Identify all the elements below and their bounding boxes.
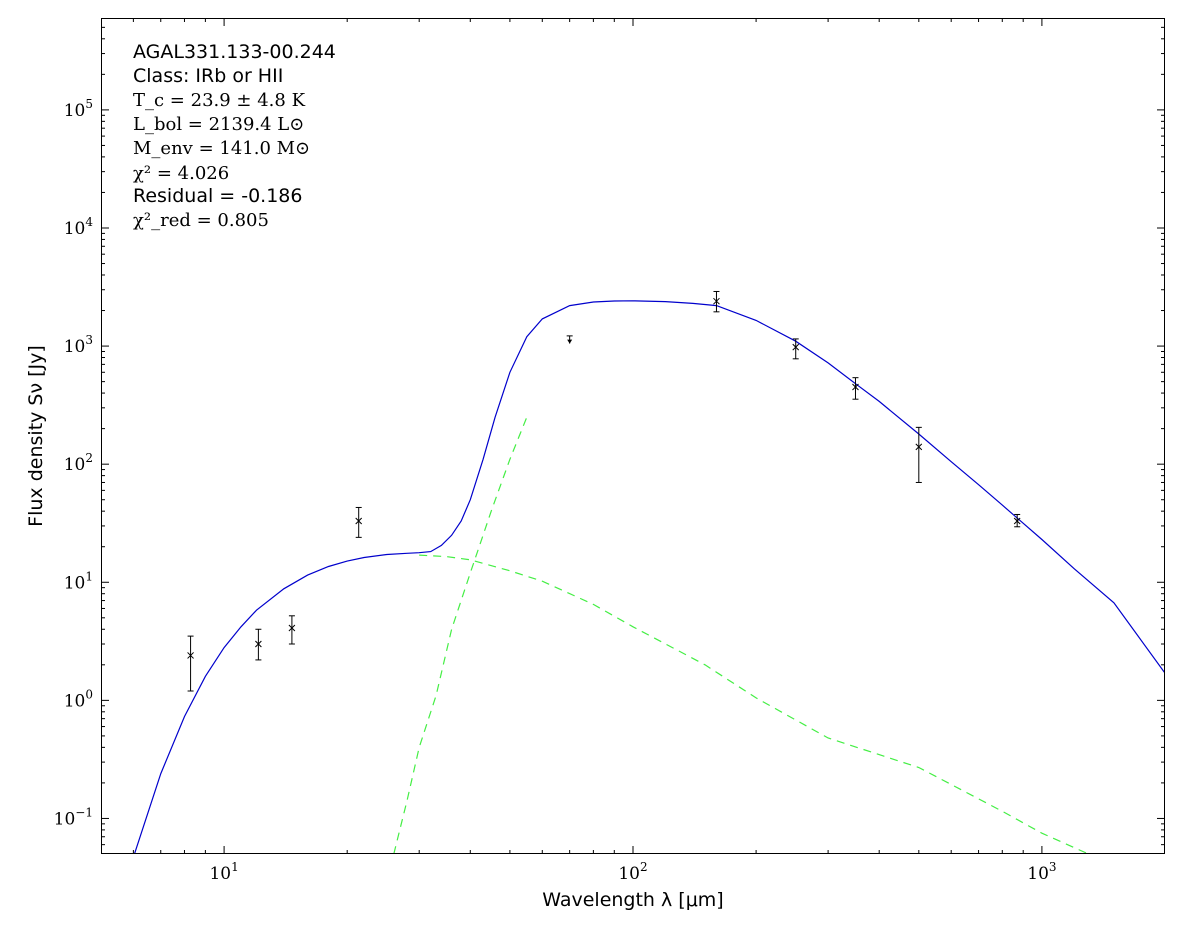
- y-tick-label: 105: [64, 97, 93, 121]
- envelope-mass-annotation: M_env = 141.0 M⊙: [133, 138, 310, 159]
- reduced-chi-squared-annotation: χ²_red = 0.805: [133, 210, 269, 231]
- point-marker: [288, 624, 296, 632]
- data-point: [792, 338, 800, 360]
- y-axis-title: Flux density Sν [Jy]: [25, 345, 47, 527]
- x-tick-label: 101: [209, 860, 238, 884]
- tick-layer: 101 102 103 10−1 100 101 102 103 104 105: [54, 18, 1165, 884]
- point-marker: [792, 343, 800, 351]
- point-marker: [713, 297, 720, 305]
- data-point: [187, 635, 194, 692]
- y-tick-label: 101: [64, 569, 93, 593]
- point-marker: [852, 383, 859, 391]
- x-axis-title: Wavelength λ [μm]: [542, 889, 723, 911]
- y-tick-label: 104: [64, 215, 94, 239]
- data-point: [915, 426, 923, 483]
- model-component-curve: [393, 416, 528, 854]
- point-marker: [355, 517, 363, 525]
- points-layer: [187, 290, 1021, 692]
- upper-limit-arrow: [567, 339, 573, 344]
- plot-background: [101, 18, 1165, 854]
- model-component-curve: [419, 554, 1089, 854]
- data-point: [852, 377, 859, 400]
- data-point: [255, 628, 262, 661]
- luminosity-annotation: L_bol = 2139.4 L⊙: [133, 114, 304, 135]
- plot-frame: [101, 18, 1165, 854]
- class-annotation: Class: IRb or HII: [133, 65, 283, 87]
- y-tick-label: 10−1: [54, 805, 93, 829]
- data-point: [713, 290, 720, 313]
- data-point: [1013, 513, 1021, 528]
- residual-annotation: Residual = -0.186: [133, 185, 303, 207]
- point-marker: [915, 443, 923, 451]
- x-tick-label: 103: [1027, 860, 1056, 884]
- y-tick-label: 100: [64, 687, 93, 711]
- point-marker: [1013, 517, 1021, 525]
- y-tick-label: 102: [64, 451, 93, 475]
- source-name-annotation: AGAL331.133-00.244: [133, 41, 336, 63]
- y-tick-label: 103: [64, 333, 93, 357]
- chi-squared-annotation: χ² = 4.026: [133, 163, 229, 184]
- total-model-curve: [133, 300, 1165, 854]
- x-tick-label: 102: [618, 860, 647, 884]
- data-point: [288, 615, 296, 645]
- point-marker: [187, 652, 194, 659]
- temperature-annotation: T_c = 23.9 ± 4.8 K: [133, 90, 306, 111]
- series-layer: [133, 300, 1165, 854]
- upper-limit-point: [566, 335, 573, 344]
- data-point: [355, 506, 363, 538]
- annotation-block: AGAL331.133-00.244 Class: IRb or HII T_c…: [133, 41, 336, 231]
- point-marker: [255, 640, 262, 648]
